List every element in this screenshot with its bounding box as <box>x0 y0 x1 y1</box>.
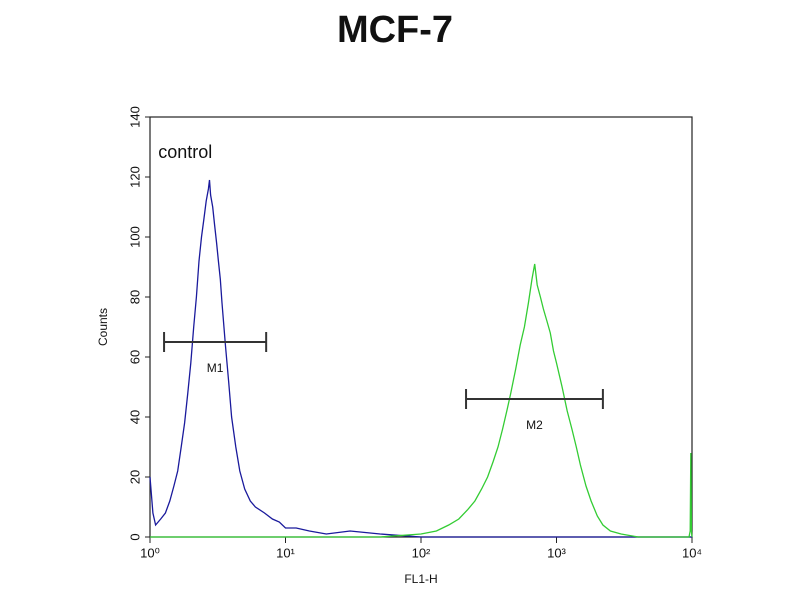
x-tick-label: 10³ <box>547 545 566 560</box>
y-tick-label: 100 <box>127 226 142 248</box>
x-tick-label: 10² <box>412 545 431 560</box>
x-tick-label: 10⁴ <box>682 545 702 560</box>
marker-label: M1 <box>207 361 224 375</box>
histogram-line <box>149 179 692 538</box>
y-tick-label: 20 <box>127 470 142 484</box>
x-tick-label: 10¹ <box>276 545 295 560</box>
annotation: control <box>158 142 212 162</box>
histogram-line <box>150 263 693 538</box>
y-tick-label: 0 <box>127 533 142 540</box>
marker-label: M2 <box>526 418 543 432</box>
plot-frame <box>149 116 693 538</box>
y-tick-label: 80 <box>127 290 142 304</box>
y-tick-label: 140 <box>127 106 142 128</box>
chart-title: MCF-7 <box>337 9 453 51</box>
x-axis-label: FL1-H <box>404 572 437 586</box>
y-tick-label: 40 <box>127 410 142 424</box>
y-tick-label: 120 <box>127 166 142 188</box>
y-axis-label: Counts <box>96 308 110 346</box>
y-tick-label: 60 <box>127 350 142 364</box>
x-tick-label: 10⁰ <box>140 545 160 560</box>
